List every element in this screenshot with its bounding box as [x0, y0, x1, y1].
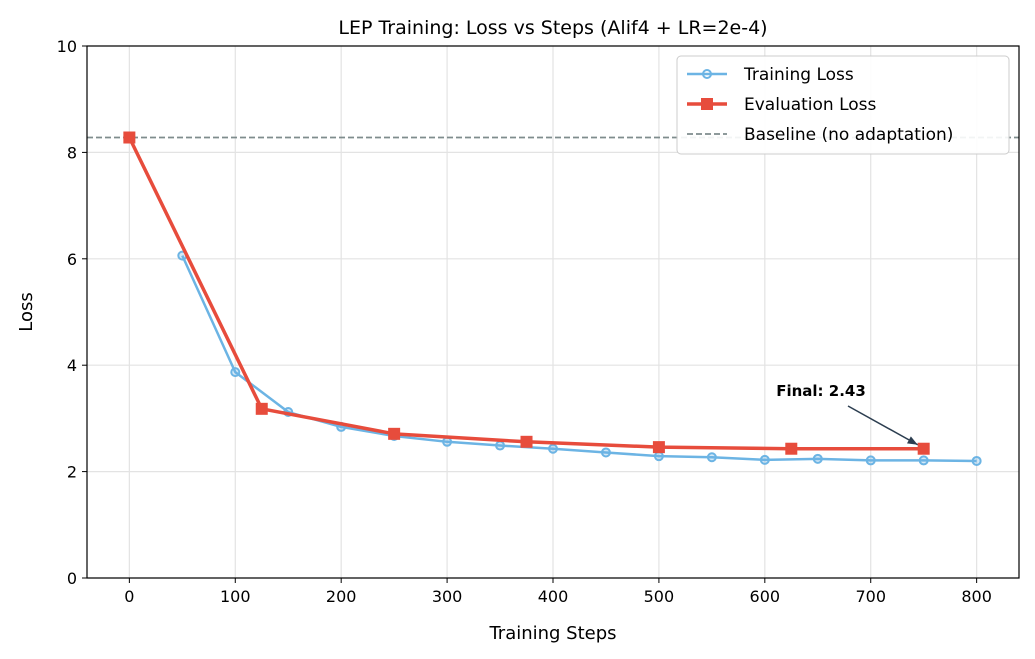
annotation-arrowhead — [906, 436, 918, 445]
x-tick-label: 300 — [432, 587, 463, 606]
ticks: 0 100 200 300 400 500 600 700 800 0 2 4 6 8 10 — [57, 37, 992, 606]
training-point — [495, 440, 506, 451]
x-tick-label: 100 — [220, 587, 251, 606]
legend-eval-label: Evaluation Loss — [744, 95, 877, 115]
annotation-arrow — [847, 405, 919, 446]
y-tick-label: 4 — [67, 356, 77, 375]
x-tick-label: 500 — [644, 587, 675, 606]
training-point — [865, 455, 876, 466]
evaluation-point — [785, 442, 798, 455]
legend-eval-marker — [701, 98, 713, 110]
x-tick-label: 600 — [750, 587, 781, 606]
annotation-text: Final: 2.43 — [776, 382, 866, 400]
x-tick-label: 700 — [855, 587, 886, 606]
chart-title: LEP Training: Loss vs Steps (Alif4 + LR=… — [338, 17, 767, 39]
evaluation-point — [388, 427, 401, 440]
legend-training-marker — [702, 69, 712, 79]
legend-baseline-label: Baseline (no adaptation) — [744, 125, 953, 145]
training-point — [706, 452, 717, 463]
training-point — [653, 451, 664, 462]
x-axis-label: Training Steps — [488, 623, 616, 644]
series-line-evaluation — [127, 136, 924, 451]
series-layer — [123, 131, 982, 466]
x-tick-label: 0 — [124, 587, 134, 606]
training-point — [918, 455, 929, 466]
evaluation-point — [255, 402, 268, 415]
y-tick-label: 6 — [67, 250, 77, 269]
evaluation-point — [652, 441, 665, 454]
evaluation-point — [917, 442, 930, 455]
training-point — [230, 367, 241, 378]
evaluation-point — [123, 131, 136, 144]
training-point — [759, 454, 770, 465]
legend-box — [676, 55, 1010, 155]
legend-training-label: Training Loss — [743, 65, 854, 85]
y-tick-label: 0 — [67, 569, 77, 588]
y-tick-label: 2 — [67, 463, 77, 482]
x-tick-label: 800 — [961, 587, 992, 606]
training-point — [442, 436, 453, 447]
y-axis-label: Loss — [16, 292, 37, 331]
x-tick-label: 200 — [326, 587, 357, 606]
legend: Training Loss Evaluation Loss Baseline (… — [676, 55, 1010, 155]
training-point — [600, 447, 611, 458]
training-point — [548, 443, 558, 454]
training-point — [971, 455, 982, 466]
series-line-training — [181, 255, 977, 463]
x-tick-label: 400 — [538, 587, 569, 606]
evaluation-point — [520, 435, 533, 448]
training-point — [812, 453, 823, 464]
y-tick-label: 8 — [67, 143, 77, 162]
y-tick-label: 10 — [57, 37, 77, 56]
final-annotation: Final: 2.43 — [776, 382, 919, 446]
